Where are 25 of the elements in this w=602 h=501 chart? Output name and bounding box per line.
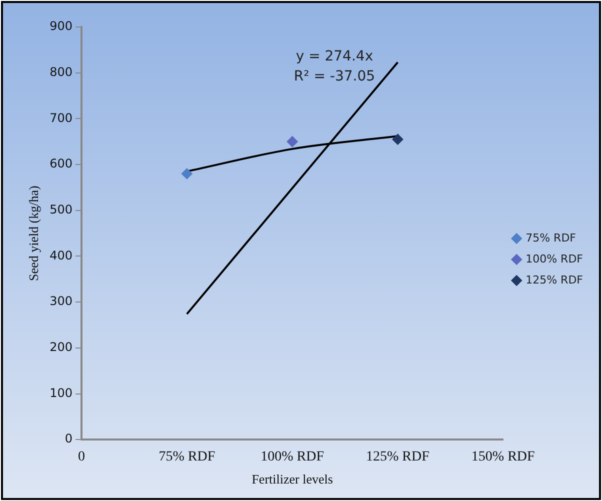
point — [392, 134, 404, 145]
y-tick-label: 900 — [50, 19, 73, 34]
x-tick-label: 100% RDF — [260, 450, 324, 465]
y-axis-title: Seed yield (kg/ha) — [26, 186, 42, 281]
y-tick-label: 600 — [50, 156, 73, 171]
y-tick-label: 700 — [50, 110, 73, 125]
x-axis-title: Fertilizer levels — [252, 472, 333, 487]
y-tick-label: 800 — [50, 64, 73, 79]
y-tick-label: 200 — [50, 340, 73, 354]
y-tick-label: 300 — [50, 294, 73, 308]
point — [181, 168, 192, 180]
y-tick-label: 500 — [50, 202, 73, 217]
point — [286, 136, 298, 148]
x-tick-label: 150% RDF — [471, 450, 536, 465]
x-tick-label: 0 — [78, 450, 86, 465]
y-tick-label: 400 — [50, 248, 73, 262]
annotation: R² = -37.05 — [294, 68, 376, 85]
y-tick-label: 100 — [50, 386, 73, 400]
legend-label: 100% RDF — [526, 252, 584, 266]
annotation: y = 274.4x — [296, 48, 374, 65]
legend-label: 125% RDF — [526, 273, 584, 286]
x-tick-label: 75% RDF — [158, 450, 216, 465]
x-tick-label: 125% RDF — [366, 450, 430, 465]
y-tick-label: 0 — [64, 432, 73, 446]
legend-label: 75% RDF — [526, 231, 576, 244]
